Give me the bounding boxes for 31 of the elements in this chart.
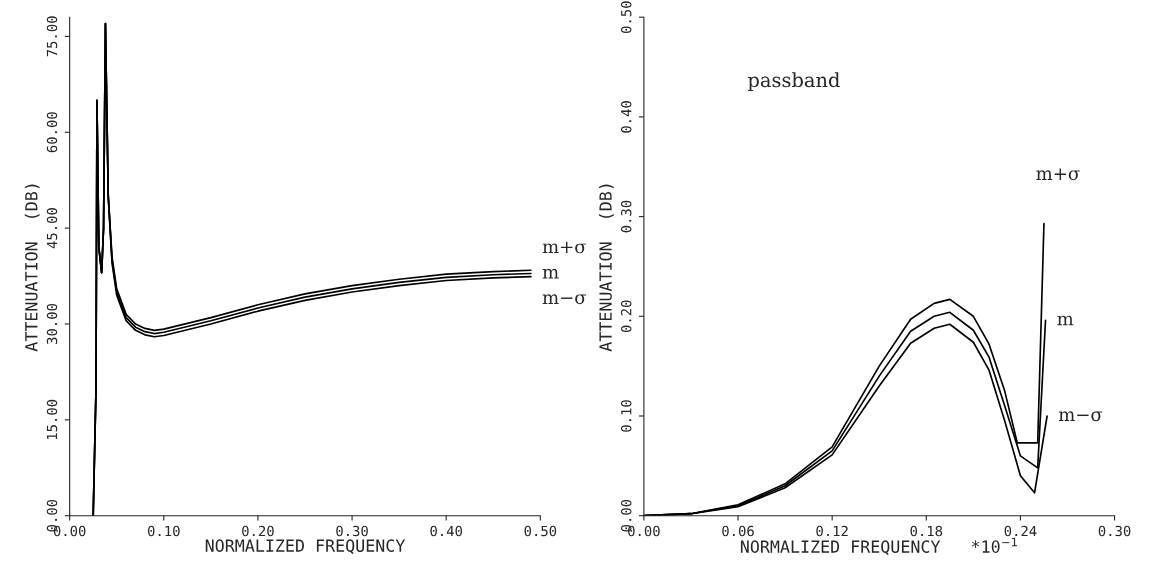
y-tick-label: 0.40 xyxy=(620,101,632,133)
series-label: m xyxy=(542,268,559,279)
x-tick-label: 0.30 xyxy=(1098,525,1131,537)
series-label: m xyxy=(1057,315,1074,326)
x-tick-label: 0.40 xyxy=(430,525,463,537)
x-tick-label: 0.06 xyxy=(722,525,754,537)
y-axis-title: ATTENUATION (DB) xyxy=(24,184,40,352)
text: m+σ xyxy=(1036,168,1080,181)
x-tick-label: 0.24 xyxy=(1004,525,1037,537)
y-tick-label: 0.30 xyxy=(620,200,632,233)
y-axis-title: ATTENUATION (DB) xyxy=(598,184,614,352)
y-tick-label: 0.20 xyxy=(620,300,632,333)
series-label: m−σ xyxy=(542,294,587,305)
y-tick-label: 15.00 xyxy=(46,399,58,440)
series-label: m−σ xyxy=(1058,411,1103,422)
y-tick-label: 0.10 xyxy=(620,400,632,432)
x-tick-label: 0.50 xyxy=(524,525,557,537)
y-tick-label: 0.50 xyxy=(620,1,632,34)
y-tick-label: 30.00 xyxy=(46,303,58,344)
x-tick-label: 0.10 xyxy=(147,525,180,537)
text: passband xyxy=(747,72,840,92)
y-tick-label: 45.00 xyxy=(46,208,58,249)
series-label: m+σ xyxy=(542,241,587,254)
x-axis-title: NORMALIZED FREQUENCY xyxy=(205,539,406,554)
x-tick-label: 0.30 xyxy=(336,525,368,537)
x-tick-label: 0.18 xyxy=(910,525,943,537)
y-tick-label: 75.00 xyxy=(46,16,58,57)
x-tick-label: 0.12 xyxy=(816,525,848,537)
y-tick-label: 60.00 xyxy=(46,112,58,153)
x-axis-title: NORMALIZED FREQUENCY *10$^{−1}$ xyxy=(740,537,1017,555)
x-tick-label: 0.20 xyxy=(242,525,274,537)
